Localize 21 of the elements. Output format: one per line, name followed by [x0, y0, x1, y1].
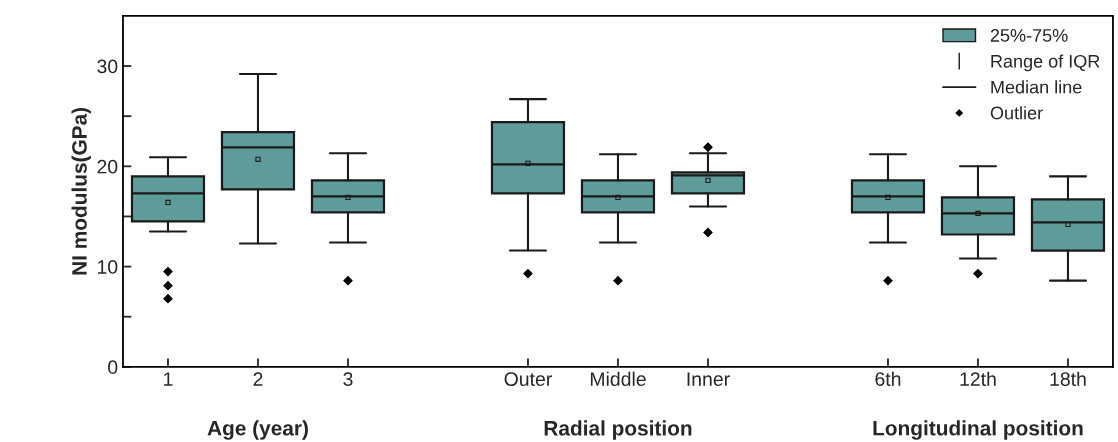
annotation: Median line	[991, 80, 1082, 94]
x-tick-label: 18th	[1050, 371, 1086, 386]
x-tick-label: 2	[253, 372, 263, 386]
x-tick-label: 1	[164, 372, 173, 386]
y-tick-label: 20	[97, 159, 118, 174]
y-axis-title: NI modulus(GPa)	[71, 107, 91, 275]
legend-label: 25%-75%	[990, 29, 1068, 42]
x-tick-label: Outer	[504, 372, 552, 386]
x-tick-label: Inner	[687, 372, 730, 386]
y-tick-label: 10	[97, 260, 118, 274]
x-tick-label: 6th	[875, 371, 901, 386]
y-tick-label: 0	[108, 360, 118, 375]
text: Age (year)	[207, 420, 308, 440]
x-tick-label: 12th	[960, 371, 996, 386]
y-tick-label: 30	[97, 59, 118, 74]
text: Radial position	[544, 420, 692, 440]
x-tick-label: Middle	[590, 371, 646, 386]
text: Longitudinal position	[873, 420, 1083, 440]
annotation: Range of IQR	[991, 54, 1100, 72]
x-tick-label: 3	[343, 372, 353, 386]
annotation: Outlier	[990, 106, 1043, 120]
